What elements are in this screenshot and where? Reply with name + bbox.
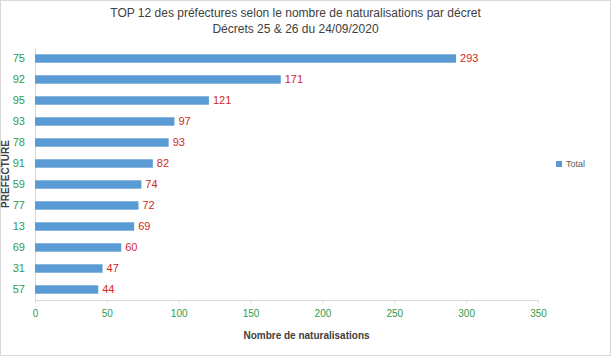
y-tick-label: 77	[13, 199, 25, 211]
x-tick-label: 150	[243, 308, 260, 319]
bar	[35, 54, 456, 62]
y-tick: 77	[13, 199, 35, 211]
x-tick-label: 200	[315, 308, 332, 319]
bar	[35, 222, 134, 230]
y-tick-label: 31	[13, 262, 25, 274]
data-label: 293	[460, 52, 478, 64]
bars	[35, 54, 456, 293]
y-tick: 75	[13, 52, 35, 64]
x-tick: 250	[386, 300, 403, 319]
bar	[35, 96, 209, 104]
x-axis-title: Nombre de naturalisations	[243, 330, 370, 341]
x-tick: 350	[530, 300, 547, 319]
x-tick: 150	[243, 300, 260, 319]
y-tick: 92	[13, 73, 35, 85]
y-axis-line	[35, 49, 36, 301]
y-axis: 75 92 95 93 78 91 59 77 13 69 31 57	[13, 49, 36, 301]
x-tick-label: 350	[530, 308, 547, 319]
data-label: 121	[213, 94, 231, 106]
bar	[35, 264, 103, 272]
y-tick-label: 59	[13, 178, 25, 190]
y-tick: 59	[13, 178, 35, 190]
y-tick: 57	[13, 283, 35, 295]
x-tick: 100	[171, 300, 188, 319]
y-tick-label: 57	[13, 283, 25, 295]
y-tick: 31	[13, 262, 35, 274]
x-tick-label: 50	[102, 308, 114, 319]
legend-label: Total	[566, 159, 585, 169]
legend: Total	[556, 159, 585, 169]
x-tick-mark	[179, 300, 180, 303]
chart-title: TOP 12 des préfectures selon le nombre d…	[110, 6, 481, 20]
y-tick: 78	[13, 136, 35, 148]
x-tick-mark	[394, 300, 395, 303]
data-label: 72	[142, 199, 154, 211]
data-label: 47	[107, 262, 119, 274]
y-axis-title: PREFECTURE	[0, 140, 11, 208]
bar	[35, 180, 141, 188]
data-label: 171	[285, 73, 303, 85]
x-tick-mark	[466, 300, 467, 303]
y-tick: 69	[13, 241, 35, 253]
data-label: 82	[157, 157, 169, 169]
x-tick-mark	[538, 300, 539, 303]
y-tick-label: 93	[13, 115, 25, 127]
x-tick: 200	[315, 300, 332, 319]
x-tick-label: 300	[458, 308, 475, 319]
data-label: 60	[125, 241, 137, 253]
y-tick-label: 75	[13, 52, 25, 64]
x-tick: 50	[102, 300, 114, 319]
y-tick-label: 69	[13, 241, 25, 253]
x-tick-label: 0	[33, 308, 39, 319]
y-tick: 93	[13, 115, 35, 127]
chart-frame	[1, 1, 611, 356]
bar	[35, 243, 121, 251]
y-tick-label: 91	[13, 157, 25, 169]
bar	[35, 117, 174, 125]
y-tick: 13	[13, 220, 35, 232]
chart-subtitle: Décrets 25 & 26 du 24/09/2020	[212, 22, 378, 36]
x-tick: 0	[33, 300, 39, 319]
plot: 0 50 100 150 200 250 300 350 75 92 95 93 78 91 59 77 13 6…	[13, 49, 548, 320]
bar	[35, 138, 169, 146]
chart-svg: TOP 12 des préfectures selon le nombre d…	[0, 0, 611, 356]
y-tick: 95	[13, 94, 35, 106]
bar	[35, 75, 281, 83]
data-label: 44	[102, 283, 114, 295]
y-tick: 91	[13, 157, 35, 169]
y-tick-label: 13	[13, 220, 25, 232]
x-tick-label: 100	[171, 308, 188, 319]
x-axis: 0 50 100 150 200 250 300 350	[33, 300, 548, 319]
data-label: 69	[138, 220, 150, 232]
x-tick-mark	[322, 300, 323, 303]
x-tick-label: 250	[386, 308, 403, 319]
x-tick-mark	[107, 300, 108, 303]
data-labels: 293 171 121 97 93 8274 72 6960 47 44	[102, 52, 478, 295]
y-tick-label: 92	[13, 73, 25, 85]
data-label: 97	[178, 115, 190, 127]
x-tick: 300	[458, 300, 475, 319]
data-label: 93	[173, 136, 185, 148]
bar	[35, 159, 153, 167]
y-tick-label: 95	[13, 94, 25, 106]
data-label: 74	[145, 178, 157, 190]
y-tick-label: 78	[13, 136, 25, 148]
bar	[35, 285, 98, 293]
x-axis-line	[36, 301, 539, 304]
x-tick-mark	[251, 300, 252, 303]
legend-swatch	[556, 161, 562, 167]
bar	[35, 201, 138, 209]
